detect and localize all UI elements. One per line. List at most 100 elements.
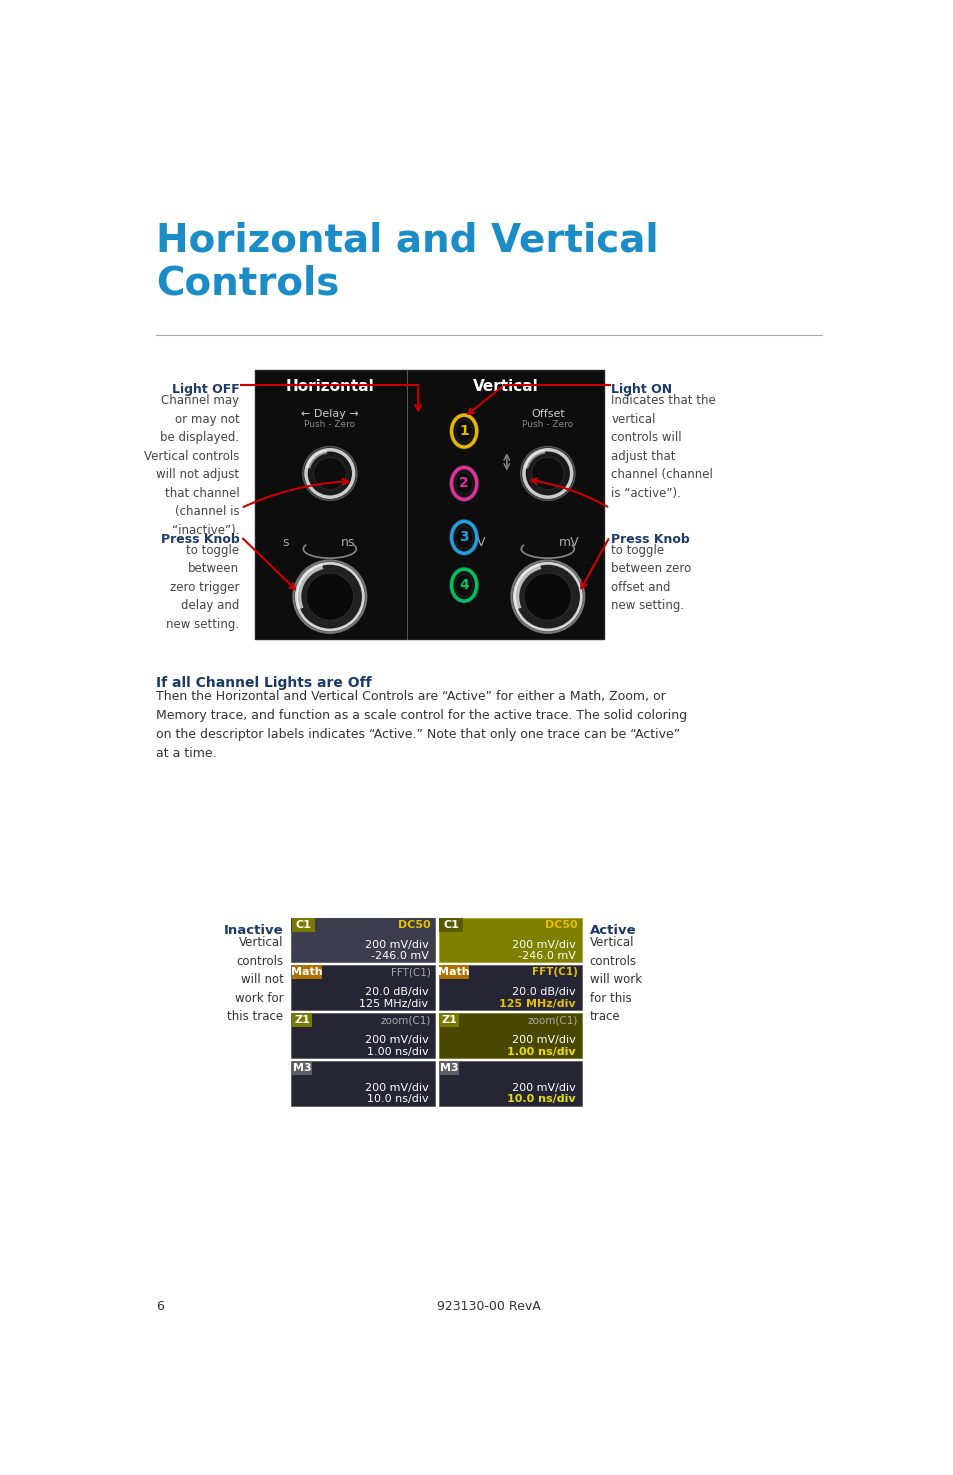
Ellipse shape bbox=[449, 466, 478, 502]
Text: Then the Horizontal and Vertical Controls are “Active” for either a Math, Zoom, : Then the Horizontal and Vertical Control… bbox=[155, 690, 686, 760]
Text: 200 mV/div: 200 mV/div bbox=[364, 1035, 428, 1046]
Ellipse shape bbox=[456, 527, 472, 547]
Text: to toggle
between
zero trigger
delay and
new setting.: to toggle between zero trigger delay and… bbox=[166, 543, 239, 630]
Text: s: s bbox=[282, 537, 289, 549]
Text: FFT(C1): FFT(C1) bbox=[391, 968, 431, 978]
Text: 200 mV/div: 200 mV/div bbox=[512, 1083, 575, 1093]
Text: DC50: DC50 bbox=[397, 920, 431, 929]
Text: Inactive: Inactive bbox=[224, 923, 283, 937]
Bar bbox=[291, 966, 435, 1010]
Ellipse shape bbox=[456, 575, 472, 596]
Bar bbox=[439, 917, 462, 932]
Ellipse shape bbox=[449, 413, 478, 448]
Bar bbox=[291, 1013, 435, 1058]
Circle shape bbox=[292, 559, 368, 634]
Text: Vertical
controls
will work
for this
trace: Vertical controls will work for this tra… bbox=[589, 937, 641, 1024]
Bar bbox=[438, 917, 581, 962]
Text: to toggle
between zero
offset and
new setting.: to toggle between zero offset and new se… bbox=[611, 543, 691, 612]
Text: zoom(C1): zoom(C1) bbox=[380, 1015, 431, 1025]
Text: C1: C1 bbox=[442, 920, 458, 929]
Bar bbox=[254, 370, 603, 639]
Bar bbox=[292, 966, 321, 979]
Bar bbox=[292, 1061, 312, 1075]
Ellipse shape bbox=[451, 414, 476, 447]
Text: 200 mV/div: 200 mV/div bbox=[512, 940, 575, 950]
Text: Controls: Controls bbox=[155, 264, 338, 302]
Text: 6: 6 bbox=[155, 1299, 163, 1313]
Text: 1: 1 bbox=[458, 425, 469, 438]
Bar bbox=[439, 1061, 459, 1075]
Text: Press Knob: Press Knob bbox=[611, 532, 689, 546]
Text: Math: Math bbox=[291, 968, 322, 978]
Text: If all Channel Lights are Off: If all Channel Lights are Off bbox=[155, 676, 371, 690]
Ellipse shape bbox=[451, 522, 476, 553]
Text: 200 mV/div: 200 mV/div bbox=[364, 940, 428, 950]
Ellipse shape bbox=[449, 566, 478, 603]
Text: 200 mV/div: 200 mV/div bbox=[512, 1035, 575, 1046]
Text: 125 MHz/div: 125 MHz/div bbox=[498, 999, 575, 1009]
Bar bbox=[438, 1061, 581, 1106]
Bar bbox=[291, 917, 435, 932]
Text: -246.0 mV: -246.0 mV bbox=[517, 951, 575, 962]
Text: Light ON: Light ON bbox=[611, 384, 672, 397]
Circle shape bbox=[520, 447, 575, 500]
Ellipse shape bbox=[456, 420, 472, 441]
Bar bbox=[402, 917, 434, 932]
Bar bbox=[292, 1013, 312, 1027]
Text: Light OFF: Light OFF bbox=[172, 384, 239, 397]
Text: C1: C1 bbox=[295, 920, 312, 929]
Text: 1.00 ns/div: 1.00 ns/div bbox=[367, 1047, 428, 1056]
Bar bbox=[291, 1061, 435, 1106]
Text: ns: ns bbox=[340, 537, 355, 549]
Ellipse shape bbox=[456, 473, 472, 494]
Circle shape bbox=[314, 457, 346, 490]
Text: 20.0 dB/div: 20.0 dB/div bbox=[512, 987, 575, 997]
Text: Offset: Offset bbox=[531, 409, 564, 419]
Text: DC50: DC50 bbox=[545, 920, 578, 929]
Circle shape bbox=[531, 457, 563, 490]
Circle shape bbox=[296, 563, 363, 630]
Circle shape bbox=[511, 560, 583, 633]
Bar bbox=[292, 917, 315, 932]
Text: ← Delay →: ← Delay → bbox=[300, 409, 358, 419]
Text: Horizontal and Vertical: Horizontal and Vertical bbox=[155, 221, 658, 260]
Text: 10.0 ns/div: 10.0 ns/div bbox=[507, 1094, 575, 1105]
Text: Active: Active bbox=[589, 923, 636, 937]
Text: Math: Math bbox=[437, 968, 470, 978]
Text: 20.0 dB/div: 20.0 dB/div bbox=[364, 987, 428, 997]
Text: Channel may
or may not
be displayed.
Vertical controls
will not adjust
that chan: Channel may or may not be displayed. Ver… bbox=[144, 394, 239, 537]
Text: Push - Zero: Push - Zero bbox=[304, 420, 355, 429]
Ellipse shape bbox=[451, 569, 476, 600]
Text: 200 mV/div: 200 mV/div bbox=[364, 1083, 428, 1093]
Text: zoom(C1): zoom(C1) bbox=[527, 1015, 578, 1025]
Circle shape bbox=[294, 560, 366, 633]
Ellipse shape bbox=[449, 519, 478, 556]
Text: Horizontal: Horizontal bbox=[285, 379, 374, 394]
Text: Indicates that the
vertical
controls will
adjust that
channel (channel
is “activ: Indicates that the vertical controls wil… bbox=[611, 394, 716, 500]
Text: M3: M3 bbox=[293, 1063, 311, 1072]
Text: mV: mV bbox=[558, 537, 578, 549]
Circle shape bbox=[306, 574, 354, 619]
Text: 4: 4 bbox=[458, 578, 469, 591]
Bar bbox=[438, 1013, 581, 1058]
Ellipse shape bbox=[451, 468, 476, 500]
Circle shape bbox=[306, 450, 354, 497]
Text: Z1: Z1 bbox=[294, 1015, 310, 1025]
Text: V: V bbox=[476, 537, 485, 549]
Text: 2: 2 bbox=[458, 476, 469, 491]
Bar bbox=[439, 1013, 459, 1027]
Text: 3: 3 bbox=[458, 531, 469, 544]
Text: FFT(C1): FFT(C1) bbox=[532, 968, 578, 978]
Circle shape bbox=[514, 563, 580, 630]
Bar bbox=[439, 966, 468, 979]
Text: M3: M3 bbox=[439, 1063, 458, 1072]
Circle shape bbox=[302, 447, 356, 500]
Text: -246.0 mV: -246.0 mV bbox=[370, 951, 428, 962]
Bar bbox=[438, 966, 581, 1010]
Text: Vertical: Vertical bbox=[473, 379, 538, 394]
Text: Push - Zero: Push - Zero bbox=[521, 420, 573, 429]
Text: 1.00 ns/div: 1.00 ns/div bbox=[507, 1047, 575, 1056]
Text: 125 MHz/div: 125 MHz/div bbox=[359, 999, 428, 1009]
Text: Vertical
controls
will not
work for
this trace: Vertical controls will not work for this… bbox=[227, 937, 283, 1024]
Circle shape bbox=[523, 450, 571, 497]
